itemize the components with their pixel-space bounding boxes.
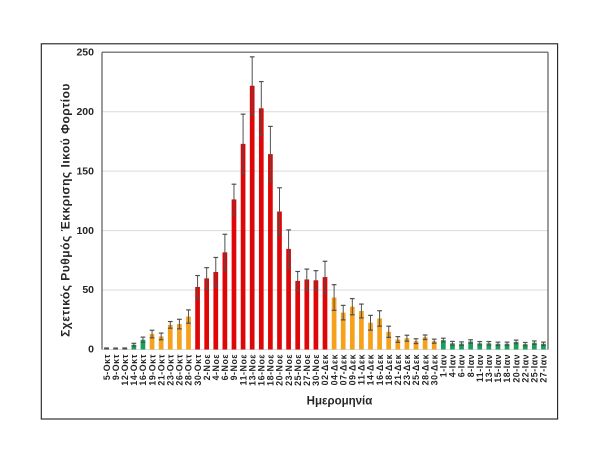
svg-text:28-Οκτ: 28-Οκτ xyxy=(184,354,194,386)
svg-text:1-Ιαν: 1-Ιαν xyxy=(439,354,449,377)
svg-text:9-Νοε: 9-Νοε xyxy=(229,354,239,381)
svg-text:20-Νοε: 20-Νοε xyxy=(275,354,285,386)
svg-text:21-Οκτ: 21-Οκτ xyxy=(156,354,166,386)
svg-text:50: 50 xyxy=(82,284,94,296)
svg-text:100: 100 xyxy=(76,225,94,237)
svg-text:28-Δεκ: 28-Δεκ xyxy=(420,354,430,385)
svg-text:30-Νοε: 30-Νοε xyxy=(311,354,321,386)
svg-text:4-Νοε: 4-Νοε xyxy=(211,354,221,381)
svg-text:6-Ιαν: 6-Ιαν xyxy=(457,354,467,377)
svg-text:200: 200 xyxy=(76,106,94,118)
svg-text:22-Ιαν: 22-Ιαν xyxy=(520,354,530,383)
svg-text:Σχετικός Ρυθμός Έκκρισης Ιικού: Σχετικός Ρυθμός Έκκρισης Ιικού Φορτίου xyxy=(59,83,73,337)
svg-text:11-Δεκ: 11-Δεκ xyxy=(357,354,367,385)
svg-text:21-Δεκ: 21-Δεκ xyxy=(393,354,403,385)
svg-text:02-Δεκ: 02-Δεκ xyxy=(320,354,330,385)
svg-text:16-Νοε: 16-Νοε xyxy=(256,354,266,386)
svg-text:9-Οκτ: 9-Οκτ xyxy=(111,354,121,380)
svg-text:2-Νοε: 2-Νοε xyxy=(202,354,212,381)
svg-text:30-Οκτ: 30-Οκτ xyxy=(193,354,203,386)
svg-text:5-Οκτ: 5-Οκτ xyxy=(102,354,112,380)
svg-text:250: 250 xyxy=(76,46,94,58)
svg-text:Ημερομηνία: Ημερομηνία xyxy=(307,395,373,407)
svg-text:14-Οκτ: 14-Οκτ xyxy=(129,354,139,386)
svg-text:16-Οκτ: 16-Οκτ xyxy=(138,354,148,386)
svg-text:23-Δεκ: 23-Δεκ xyxy=(402,354,412,385)
svg-text:15-Ιαν: 15-Ιαν xyxy=(493,354,503,383)
svg-text:6-Νοε: 6-Νοε xyxy=(220,354,230,381)
svg-text:25-Ιαν: 25-Ιαν xyxy=(530,354,540,383)
svg-text:0: 0 xyxy=(88,344,94,356)
svg-text:23-Νοε: 23-Νοε xyxy=(284,354,294,386)
svg-text:25-Νοε: 25-Νοε xyxy=(293,354,303,386)
svg-text:8-Ιαν: 8-Ιαν xyxy=(466,354,476,377)
svg-text:27-Νοε: 27-Νοε xyxy=(302,354,312,386)
svg-text:23-Οκτ: 23-Οκτ xyxy=(165,354,175,386)
svg-text:04-Δεκ: 04-Δεκ xyxy=(329,354,339,385)
svg-text:4-Ιαν: 4-Ιαν xyxy=(448,354,458,377)
svg-text:16-Δεκ: 16-Δεκ xyxy=(375,354,385,385)
svg-text:12-Οκτ: 12-Οκτ xyxy=(120,354,130,386)
svg-text:18-Νοε: 18-Νοε xyxy=(266,354,276,386)
svg-text:09-Δεκ: 09-Δεκ xyxy=(348,354,358,385)
svg-text:13-Νοε: 13-Νοε xyxy=(247,354,257,386)
svg-text:07-Δεκ: 07-Δεκ xyxy=(338,354,348,385)
svg-text:20-Ιαν: 20-Ιαν xyxy=(511,354,521,383)
svg-text:26-Οκτ: 26-Οκτ xyxy=(175,354,185,386)
svg-text:150: 150 xyxy=(76,165,94,177)
svg-text:30-Δεκ: 30-Δεκ xyxy=(429,354,439,385)
svg-text:11-Νοε: 11-Νοε xyxy=(238,354,248,386)
svg-text:13-Ιαν: 13-Ιαν xyxy=(484,354,494,383)
svg-text:19-Οκτ: 19-Οκτ xyxy=(147,354,157,386)
svg-text:14-Δεκ: 14-Δεκ xyxy=(366,354,376,385)
svg-text:18-Ιαν: 18-Ιαν xyxy=(502,354,512,383)
svg-text:25-Δεκ: 25-Δεκ xyxy=(411,354,421,385)
svg-text:11-Ιαν: 11-Ιαν xyxy=(475,354,485,382)
svg-text:18-Δεκ: 18-Δεκ xyxy=(384,354,394,385)
svg-text:27-Ιαν: 27-Ιαν xyxy=(539,354,549,383)
